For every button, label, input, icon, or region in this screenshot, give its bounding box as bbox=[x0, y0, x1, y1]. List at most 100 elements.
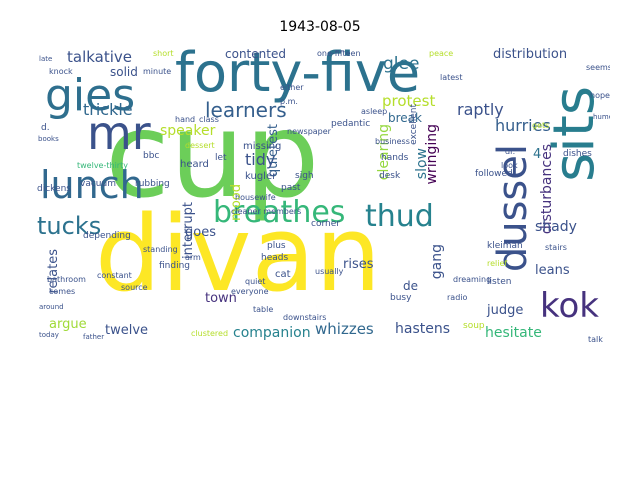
cloud-word: quiet bbox=[245, 277, 266, 286]
cloud-word: tucks bbox=[37, 212, 102, 240]
cloud-word: goes bbox=[185, 225, 216, 240]
cloud-word: look bbox=[501, 161, 518, 170]
cloud-word: plus bbox=[267, 241, 286, 251]
cloud-word: past bbox=[281, 183, 301, 193]
cloud-word: leans bbox=[535, 263, 570, 278]
cloud-word: heard bbox=[180, 159, 209, 170]
cloud-word: comes bbox=[49, 287, 76, 296]
cloud-word: raptly bbox=[457, 100, 504, 119]
cloud-word: soup bbox=[463, 321, 485, 331]
cloud-word: busy bbox=[390, 293, 412, 303]
cloud-word: learners bbox=[205, 98, 287, 122]
cloud-word: 4 bbox=[533, 147, 542, 162]
cloud-word: business bbox=[375, 137, 410, 146]
cloud-word: kok bbox=[540, 286, 599, 326]
cloud-word: argue bbox=[49, 317, 87, 332]
cloud-word: bbc bbox=[143, 151, 160, 161]
cloud-word: judge bbox=[487, 303, 524, 318]
cloud-word: divan bbox=[95, 193, 382, 315]
cloud-word: gang bbox=[429, 244, 445, 280]
cloud-word: hand bbox=[175, 115, 196, 124]
cloud-word: forty-five bbox=[175, 44, 421, 104]
cloud-word: father bbox=[83, 333, 105, 341]
cloud-word: speaker bbox=[160, 123, 216, 139]
cloud-word: twelve bbox=[105, 323, 149, 338]
cloud-word: one-fifteen bbox=[317, 49, 361, 58]
cloud-word: peace bbox=[429, 49, 454, 58]
cloud-word: trickle bbox=[83, 100, 133, 119]
cloud-word: break bbox=[388, 111, 422, 125]
cloud-word: hesitate bbox=[485, 325, 542, 341]
cloud-word: source bbox=[121, 283, 148, 292]
cloud-word: depending bbox=[83, 231, 131, 241]
cloud-word: rubbing bbox=[135, 179, 170, 189]
cloud-word: lunch bbox=[40, 163, 144, 207]
cloud-word: around bbox=[39, 303, 64, 311]
cloud-word: dreaming bbox=[453, 275, 492, 284]
cloud-word: knock bbox=[49, 67, 73, 76]
cloud-word: town bbox=[205, 291, 237, 306]
cloud-word: hands bbox=[381, 153, 409, 163]
cloud-word: relief bbox=[487, 259, 508, 268]
cloud-word: listen bbox=[487, 277, 512, 287]
cloud-word: sits bbox=[542, 86, 607, 182]
cloud-word: dickens bbox=[37, 184, 71, 194]
cloud-word: cup bbox=[105, 86, 320, 224]
cloud-word: table bbox=[253, 305, 274, 314]
cloud-word: books bbox=[38, 135, 59, 143]
cloud-word: finding bbox=[159, 261, 191, 271]
cloud-word: shady bbox=[535, 219, 577, 235]
cloud-word: missing bbox=[243, 141, 282, 152]
page-title: 1943-08-05 bbox=[279, 19, 361, 35]
cloud-word: whizzes bbox=[315, 320, 374, 338]
cloud-word: kleiman bbox=[487, 241, 523, 251]
cloud-word: kugler bbox=[245, 171, 277, 182]
cloud-word: radio bbox=[447, 293, 468, 302]
cloud-word: short bbox=[153, 49, 174, 58]
cloud-word: thud bbox=[365, 199, 434, 234]
cloud-word: mr bbox=[87, 106, 151, 160]
cloud-word: class bbox=[199, 115, 219, 124]
cloud-word: everyone bbox=[231, 287, 269, 296]
cloud-word: hurries bbox=[495, 116, 551, 135]
cloud-word: dr. bbox=[505, 147, 516, 156]
cloud-word: twelve-thirty bbox=[77, 161, 128, 170]
cloud-word: companion bbox=[233, 325, 311, 341]
cloud-word: sigh bbox=[295, 171, 314, 181]
cloud-word: gets bbox=[532, 121, 550, 130]
cloud-word: breathes bbox=[213, 195, 346, 230]
cloud-word: slow bbox=[414, 148, 430, 180]
cloud-word: constant bbox=[97, 271, 132, 280]
cloud-word: standing bbox=[143, 245, 178, 254]
cloud-word: downstairs bbox=[283, 313, 327, 322]
cloud-word: rises bbox=[343, 257, 374, 272]
cloud-word: excellent bbox=[409, 104, 419, 145]
cloud-word: protest bbox=[382, 92, 436, 110]
cloud-word: desk bbox=[379, 171, 401, 181]
cloud-word: hastens bbox=[395, 321, 451, 337]
cloud-word: followed bbox=[475, 169, 513, 179]
cloud-word: asleep bbox=[361, 107, 388, 116]
cloud-word: pedantic bbox=[331, 119, 371, 129]
cloud-word: humework bbox=[593, 113, 610, 121]
cloud-word: seems bbox=[586, 63, 610, 72]
cloud-word: contented bbox=[225, 47, 286, 61]
word-cloud: cup divan forty-five gies mr lunch sits dussel b… bbox=[35, 44, 610, 344]
cloud-word: distribution bbox=[493, 47, 568, 62]
cloud-word: late bbox=[39, 55, 53, 63]
cloud-word: cleaner members bbox=[231, 207, 302, 216]
cloud-word: talk bbox=[588, 335, 603, 344]
cloud-word: minute bbox=[143, 67, 172, 76]
cloud-word: usually bbox=[315, 267, 344, 276]
cloud-word: d. bbox=[41, 123, 50, 133]
cloud-word: housewife bbox=[235, 193, 276, 202]
cloud-word: stairs bbox=[545, 243, 567, 252]
cloud-word: cat bbox=[275, 269, 291, 280]
cloud-word: let bbox=[215, 153, 227, 163]
cloud-word: solid bbox=[110, 65, 138, 79]
cloud-word: dessert bbox=[185, 141, 215, 150]
cloud-word: corner bbox=[311, 219, 340, 229]
cloud-word: latest bbox=[440, 73, 463, 82]
cloud-word: either bbox=[280, 83, 304, 92]
cloud-word: dishes bbox=[563, 149, 592, 159]
